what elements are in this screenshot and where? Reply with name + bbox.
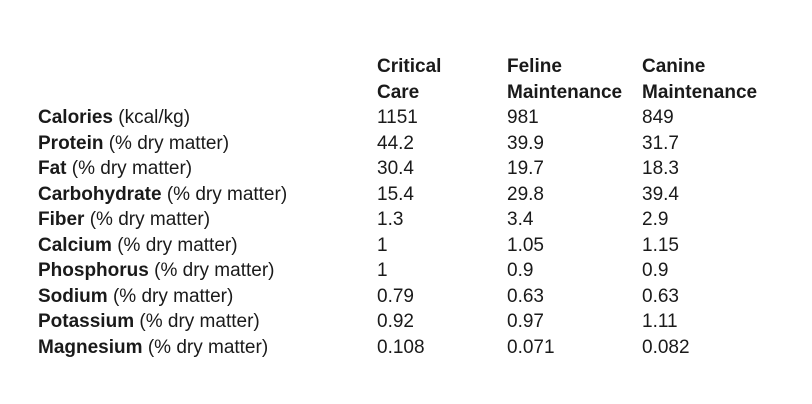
nutrient-unit: (kcal/kg) <box>118 107 191 128</box>
value-cell: 44.2 <box>377 132 414 154</box>
value-cell: 1.3 <box>377 209 404 230</box>
nutrient-unit: (% dry matter) <box>147 336 269 358</box>
value-cell: 981 <box>507 107 539 128</box>
column-header-line: Critical <box>377 56 442 77</box>
value-cell: 18.3 <box>642 158 679 179</box>
value-cell: 0.071 <box>507 336 555 358</box>
column-header-feline-maintenance: Feline Maintenance <box>507 54 642 105</box>
value-cell: 39.9 <box>507 132 544 154</box>
nutrition-table-container: Critical Care Feline Maintenance Canine … <box>38 54 787 360</box>
table-row-sodium: Sodium (% dry matter) 0.79 0.63 0.63 <box>38 284 787 310</box>
value-cell: 1151 <box>377 107 418 128</box>
column-header-canine-maintenance: Canine Maintenance <box>642 54 787 105</box>
row-label-cell: Calories (kcal/kg) <box>38 105 377 131</box>
row-label-cell: Potassium (% dry matter) <box>38 309 377 335</box>
value-cell: 0.082 <box>642 336 690 358</box>
column-header-line: Maintenance <box>642 81 758 103</box>
value-cell: 31.7 <box>642 132 679 154</box>
row-label-cell: Fat (% dry matter) <box>38 156 377 182</box>
nutrient-name: Potassium <box>38 311 135 332</box>
nutrient-name: Calories <box>38 107 113 128</box>
table-row-magnesium: Magnesium (% dry matter) 0.108 0.071 0.0… <box>38 335 787 361</box>
value-cell: 0.97 <box>507 311 544 332</box>
nutrient-unit: (% dry matter) <box>112 285 234 307</box>
value-cell: 39.4 <box>642 183 679 205</box>
row-label-cell: Sodium (% dry matter) <box>38 284 377 310</box>
header-row: Critical Care Feline Maintenance Canine … <box>38 54 787 105</box>
nutrient-name: Fat <box>38 158 67 179</box>
table-row-potassium: Potassium (% dry matter) 0.92 0.97 1.11 <box>38 309 787 335</box>
nutrient-name: Sodium <box>38 285 108 307</box>
nutrient-name: Protein <box>38 132 104 154</box>
value-cell: 15.4 <box>377 183 414 205</box>
row-label-cell: Carbohydrate (% dry matter) <box>38 182 377 208</box>
value-cell: 0.9 <box>642 260 669 281</box>
value-cell: 1 <box>377 260 388 281</box>
nutrient-unit: (% dry matter) <box>139 311 260 332</box>
column-header-line: Canine <box>642 56 706 77</box>
nutrient-name: Carbohydrate <box>38 183 162 205</box>
nutrient-unit: (% dry matter) <box>154 260 275 281</box>
nutrient-name: Calcium <box>38 234 112 256</box>
value-cell: 3.4 <box>507 209 534 230</box>
value-cell: 849 <box>642 107 674 128</box>
nutrient-name: Phosphorus <box>38 260 149 281</box>
value-cell: 1.15 <box>642 234 679 256</box>
row-label-cell: Phosphorus (% dry matter) <box>38 258 377 284</box>
row-label-cell: Protein (% dry matter) <box>38 131 377 157</box>
nutrition-comparison-table: Critical Care Feline Maintenance Canine … <box>38 54 787 360</box>
value-cell: 2.9 <box>642 209 669 230</box>
nutrient-unit: (% dry matter) <box>71 158 193 179</box>
table-row-calcium: Calcium (% dry matter) 1 1.05 1.15 <box>38 233 787 259</box>
column-header-line: Maintenance <box>507 81 623 103</box>
value-cell: 19.7 <box>507 158 544 179</box>
table-row-phosphorus: Phosphorus (% dry matter) 1 0.9 0.9 <box>38 258 787 284</box>
row-label-cell: Magnesium (% dry matter) <box>38 335 377 361</box>
value-cell: 29.8 <box>507 183 544 205</box>
column-header-line: Feline <box>507 56 562 77</box>
table-row-fat: Fat (% dry matter) 30.4 19.7 18.3 <box>38 156 787 182</box>
value-cell: 1.11 <box>642 311 678 332</box>
value-cell: 0.9 <box>507 260 534 281</box>
column-header-line: Care <box>377 81 420 103</box>
column-header-critical-care: Critical Care <box>377 54 507 105</box>
value-cell: 1.05 <box>507 234 544 256</box>
nutrient-name: Magnesium <box>38 336 143 358</box>
nutrient-unit: (% dry matter) <box>89 209 211 230</box>
row-label-cell: Fiber (% dry matter) <box>38 207 377 233</box>
table-row-fiber: Fiber (% dry matter) 1.3 3.4 2.9 <box>38 207 787 233</box>
nutrient-unit: (% dry matter) <box>117 234 238 256</box>
row-label-cell: Calcium (% dry matter) <box>38 233 377 259</box>
value-cell: 0.63 <box>507 285 544 307</box>
value-cell: 30.4 <box>377 158 414 179</box>
table-row-carbohydrate: Carbohydrate (% dry matter) 15.4 29.8 39… <box>38 182 787 208</box>
table-row-protein: Protein (% dry matter) 44.2 39.9 31.7 <box>38 131 787 157</box>
value-cell: 0.92 <box>377 311 414 332</box>
header-empty-cell <box>38 54 377 105</box>
table-row-calories: Calories (kcal/kg) 1151 981 849 <box>38 105 787 131</box>
value-cell: 0.108 <box>377 336 425 358</box>
value-cell: 1 <box>377 234 388 256</box>
value-cell: 0.79 <box>377 285 414 307</box>
nutrient-unit: (% dry matter) <box>108 132 230 154</box>
value-cell: 0.63 <box>642 285 679 307</box>
nutrient-name: Fiber <box>38 209 85 230</box>
nutrient-unit: (% dry matter) <box>166 183 288 205</box>
